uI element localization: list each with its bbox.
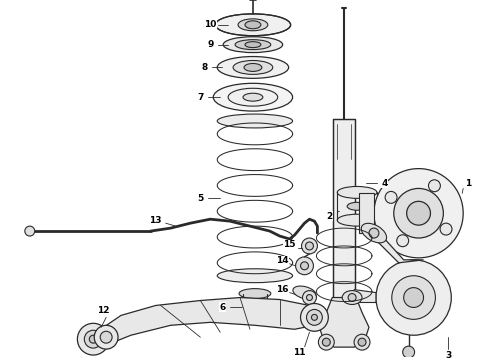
Ellipse shape <box>342 291 362 305</box>
Circle shape <box>369 228 379 238</box>
Ellipse shape <box>223 37 283 53</box>
Circle shape <box>374 168 463 258</box>
Text: 8: 8 <box>201 63 207 72</box>
Text: 14: 14 <box>276 256 289 265</box>
Circle shape <box>89 335 97 343</box>
Polygon shape <box>91 297 324 345</box>
Text: 12: 12 <box>97 306 109 315</box>
Circle shape <box>354 334 370 350</box>
Polygon shape <box>333 119 355 297</box>
Ellipse shape <box>215 14 291 36</box>
Ellipse shape <box>243 314 267 321</box>
Circle shape <box>312 314 318 320</box>
Circle shape <box>407 201 430 225</box>
Circle shape <box>404 288 423 307</box>
Circle shape <box>394 188 443 238</box>
Circle shape <box>440 223 452 235</box>
Polygon shape <box>354 289 376 302</box>
Circle shape <box>300 262 309 270</box>
Text: 15: 15 <box>283 240 296 249</box>
Ellipse shape <box>213 83 293 111</box>
Text: 10: 10 <box>204 20 217 29</box>
Text: 1: 1 <box>465 179 471 188</box>
Text: 6: 6 <box>219 303 225 312</box>
Ellipse shape <box>239 289 271 298</box>
Ellipse shape <box>245 21 261 29</box>
Ellipse shape <box>217 114 293 128</box>
Circle shape <box>397 235 409 247</box>
Ellipse shape <box>347 202 367 210</box>
Text: 9: 9 <box>207 40 214 49</box>
Circle shape <box>302 291 317 305</box>
Ellipse shape <box>361 223 387 243</box>
Ellipse shape <box>337 186 377 198</box>
Ellipse shape <box>243 93 263 101</box>
Ellipse shape <box>293 286 316 299</box>
Circle shape <box>306 294 313 301</box>
Ellipse shape <box>228 88 278 106</box>
Polygon shape <box>359 193 374 233</box>
Text: 5: 5 <box>197 194 203 203</box>
Circle shape <box>428 180 441 192</box>
Circle shape <box>376 260 451 335</box>
Polygon shape <box>364 228 423 263</box>
Ellipse shape <box>337 214 377 226</box>
Text: 4: 4 <box>382 179 388 188</box>
Ellipse shape <box>217 269 293 283</box>
Circle shape <box>84 330 102 348</box>
Circle shape <box>94 325 118 349</box>
Text: 2: 2 <box>326 212 332 221</box>
Circle shape <box>301 238 318 254</box>
Ellipse shape <box>244 63 262 71</box>
Polygon shape <box>319 297 369 347</box>
Circle shape <box>322 338 330 346</box>
Circle shape <box>306 310 322 325</box>
Circle shape <box>25 226 35 236</box>
Ellipse shape <box>245 42 261 48</box>
Circle shape <box>403 346 415 358</box>
Text: 11: 11 <box>294 348 306 357</box>
Ellipse shape <box>238 19 268 31</box>
Text: 3: 3 <box>445 351 451 360</box>
Circle shape <box>77 323 109 355</box>
Circle shape <box>305 242 314 250</box>
Circle shape <box>385 192 397 203</box>
Circle shape <box>300 303 328 331</box>
Text: 13: 13 <box>149 216 162 225</box>
Circle shape <box>358 338 366 346</box>
Circle shape <box>295 257 314 275</box>
Text: 16: 16 <box>276 285 289 294</box>
Circle shape <box>348 293 356 302</box>
Text: 7: 7 <box>197 93 203 102</box>
Circle shape <box>392 276 436 319</box>
Circle shape <box>318 334 334 350</box>
Ellipse shape <box>235 40 271 50</box>
Ellipse shape <box>233 60 273 75</box>
Ellipse shape <box>217 57 289 78</box>
Circle shape <box>100 331 112 343</box>
